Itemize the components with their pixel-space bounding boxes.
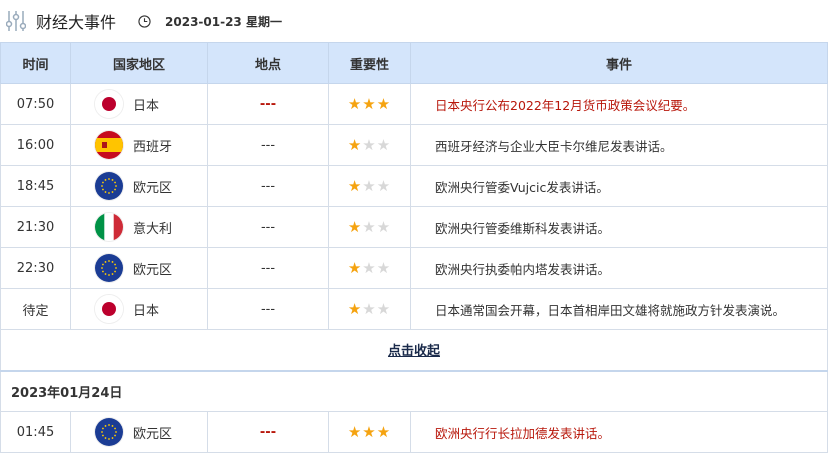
star-icon: ★ (362, 95, 377, 113)
star-icon: ★ (347, 259, 363, 277)
star-icon: ★ (376, 136, 392, 154)
country-name: 意大利 (133, 221, 173, 237)
clock-icon (138, 14, 151, 28)
event-time: 22:30 (0, 247, 71, 289)
event-row: 待定 日本 --- ★★★ 日本通常国会开幕，日本首相岸田文雄将就施政方针发表演… (0, 288, 828, 330)
header: 财经大事件 2023-01-23 星期一 (0, 0, 828, 42)
event-location: --- (207, 411, 329, 453)
event-location: --- (207, 206, 329, 248)
event-time: 01:45 (0, 411, 71, 453)
event-time: 21:30 (0, 206, 71, 248)
flag-it-icon (95, 213, 123, 241)
event-location: --- (207, 83, 329, 125)
importance-stars: ★★★ (328, 247, 411, 289)
event-location: --- (207, 247, 329, 289)
star-icon: ★ (376, 423, 392, 441)
star-icon: ★ (347, 423, 363, 441)
event-row: 07:50 日本 --- ★★★ 日本央行公布2022年12月货币政策会议纪要。 (0, 83, 828, 125)
star-icon: ★ (347, 95, 363, 113)
flag-es-icon (95, 131, 123, 159)
event-location: --- (207, 165, 329, 207)
star-icon: ★ (376, 218, 392, 236)
date-text: 2023-01-23 星期一 (165, 14, 282, 29)
country-name: 日本 (133, 303, 160, 319)
collapse-link[interactable]: 点击收起 (387, 344, 440, 360)
star-icon: ★ (376, 259, 392, 277)
event-time: 07:50 (0, 83, 71, 125)
current-date: 2023-01-23 星期一 (138, 13, 282, 30)
flag-jp-icon (95, 295, 123, 323)
event-time: 16:00 (0, 124, 71, 166)
star-icon: ★ (362, 218, 377, 236)
date-group-header: 2023年01月24日 (0, 369, 828, 412)
event-row: 01:45 欧元区 --- ★★★ 欧洲央行行长拉加德发表讲话。 (0, 411, 828, 453)
country-name: 欧元区 (133, 426, 173, 442)
event-description: 欧洲央行执委帕内塔发表讲话。 (410, 247, 828, 289)
sliders-icon (6, 11, 26, 31)
star-icon: ★ (362, 259, 377, 277)
event-row: 16:00 西班牙 --- ★★★ 西班牙经济与企业大臣卡尔维尼发表讲话。 (0, 124, 828, 166)
flag-eu-icon (95, 254, 123, 282)
star-icon: ★ (347, 300, 363, 318)
event-description: 欧洲央行管委维斯科发表讲话。 (410, 206, 828, 248)
importance-stars: ★★★ (328, 124, 411, 166)
star-icon: ★ (376, 300, 392, 318)
star-icon: ★ (347, 136, 363, 154)
importance-stars: ★★★ (328, 288, 411, 330)
page-title: 财经大事件 (36, 13, 117, 32)
column-header: 重要性 (328, 42, 411, 84)
event-row: 21:30 意大利 --- ★★★ 欧洲央行管委维斯科发表讲话。 (0, 206, 828, 248)
star-icon: ★ (347, 218, 363, 236)
star-icon: ★ (362, 136, 377, 154)
importance-stars: ★★★ (328, 206, 411, 248)
country-name: 西班牙 (133, 139, 173, 155)
column-header: 时间 (0, 42, 71, 84)
event-description: 欧洲央行管委Vujcic发表讲话。 (410, 165, 828, 207)
column-header: 国家地区 (70, 42, 208, 84)
country-name: 欧元区 (133, 180, 173, 196)
column-header: 地点 (207, 42, 329, 84)
event-time: 18:45 (0, 165, 71, 207)
flag-jp-icon (95, 90, 123, 118)
country-name: 欧元区 (133, 262, 173, 278)
star-icon: ★ (362, 177, 377, 195)
star-icon: ★ (376, 177, 392, 195)
event-location: --- (207, 124, 329, 166)
importance-stars: ★★★ (328, 411, 411, 453)
events-table: 时间 国家地区 地点 重要性 事件 07:50 日本 --- ★★★ 日本央行公布202… (0, 42, 828, 453)
event-row: 22:30 欧元区 --- ★★★ 欧洲央行执委帕内塔发表讲话。 (0, 247, 828, 289)
star-icon: ★ (362, 300, 377, 318)
event-description: 欧洲央行行长拉加德发表讲话。 (410, 411, 828, 453)
event-location: --- (207, 288, 329, 330)
column-header: 事件 (410, 42, 828, 84)
event-description: 日本通常国会开幕，日本首相岸田文雄将就施政方针发表演说。 (410, 288, 828, 330)
star-icon: ★ (376, 95, 392, 113)
event-time: 待定 (0, 288, 71, 330)
importance-stars: ★★★ (328, 165, 411, 207)
event-description: 西班牙经济与企业大臣卡尔维尼发表讲话。 (410, 124, 828, 166)
event-row: 18:45 欧元区 --- ★★★ 欧洲央行管委Vujcic发表讲话。 (0, 165, 828, 207)
flag-eu-icon (95, 172, 123, 200)
star-icon: ★ (362, 423, 377, 441)
country-name: 日本 (133, 98, 160, 114)
star-icon: ★ (347, 177, 363, 195)
flag-eu-icon (95, 418, 123, 446)
importance-stars: ★★★ (328, 83, 411, 125)
event-description: 日本央行公布2022年12月货币政策会议纪要。 (410, 83, 828, 125)
